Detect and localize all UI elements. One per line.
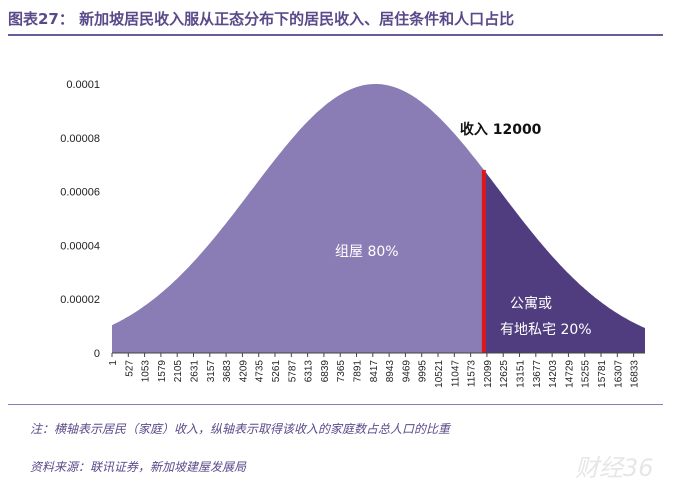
x-tick-label: 9995 — [418, 360, 429, 383]
x-tick-label: 1 — [108, 360, 119, 366]
y-tick-label: 0.00004 — [60, 240, 100, 252]
x-tick-label: 6839 — [320, 360, 331, 383]
x-tick-label: 13151 — [516, 360, 527, 388]
x-tick-label: 5261 — [271, 360, 282, 383]
x-tick-label: 2631 — [190, 360, 201, 383]
x-tick-label: 7365 — [336, 360, 347, 383]
y-tick-label: 0 — [94, 348, 100, 360]
y-tick-label: 0.00006 — [60, 187, 100, 199]
x-tick-label: 9469 — [401, 360, 412, 383]
x-tick-label: 8417 — [369, 360, 380, 383]
chart-note: 注：横轴表示居民（家庭）收入，纵轴表示取得该收入的家庭数占总人口的比重 — [30, 422, 451, 436]
x-tick-label: 3683 — [222, 360, 233, 383]
footer-divider — [8, 404, 663, 405]
x-tick-label: 16307 — [613, 360, 624, 388]
x-tick-label: 4209 — [238, 360, 249, 383]
x-tick-label: 10521 — [434, 360, 445, 388]
left-region-label: 组屋 80% — [335, 244, 399, 260]
area-right-region — [483, 169, 645, 353]
threshold-label: 收入 12000 — [460, 121, 542, 138]
x-tick-label: 12625 — [499, 360, 510, 388]
x-tick-label: 1053 — [141, 360, 152, 383]
watermark: 财经36 — [575, 454, 654, 482]
x-tick-label: 527 — [124, 360, 135, 377]
area-left-region — [112, 84, 484, 353]
right-region-label-line2: 有地私宅 20% — [500, 322, 592, 338]
x-tick-label: 15255 — [581, 360, 592, 388]
x-tick-label: 13677 — [532, 360, 543, 388]
right-region-label-line1: 公寓或 — [510, 295, 552, 312]
y-axis-ticks: 0 0.00002 0.00004 0.00006 0.00008 0.0001 — [60, 79, 100, 360]
x-axis-ticks: 1 527 1053 1579 2105 2631 3157 3683 4209 4735 5261… — [108, 353, 641, 388]
x-tick-label: 8943 — [385, 360, 396, 383]
x-tick-label: 7891 — [353, 360, 364, 383]
x-tick-label: 5787 — [287, 360, 298, 383]
x-tick-label: 15781 — [597, 360, 608, 388]
x-tick-label: 12099 — [483, 360, 494, 388]
title-divider — [8, 34, 663, 36]
x-tick-label: 3157 — [206, 360, 217, 383]
figure-title: 图表27： 新加坡居民收入服从正态分布下的居民收入、居住条件和人口占比 — [8, 10, 515, 28]
x-tick-label: 2105 — [173, 360, 184, 383]
x-tick-label: 6313 — [304, 360, 315, 383]
source-note: 资料来源：联讯证券，新加坡建屋发展局 — [30, 460, 247, 474]
y-tick-label: 0.00002 — [60, 294, 100, 306]
y-tick-label: 0.00008 — [60, 133, 100, 145]
x-tick-label: 14203 — [548, 360, 559, 388]
x-tick-label: 1579 — [157, 360, 168, 383]
y-tick-label: 0.0001 — [66, 79, 100, 91]
x-tick-label: 11047 — [450, 360, 461, 388]
x-tick-label: 16833 — [630, 360, 641, 388]
x-tick-label: 11573 — [467, 360, 478, 388]
x-tick-label: 14729 — [564, 360, 575, 388]
x-tick-label: 4735 — [255, 360, 266, 383]
